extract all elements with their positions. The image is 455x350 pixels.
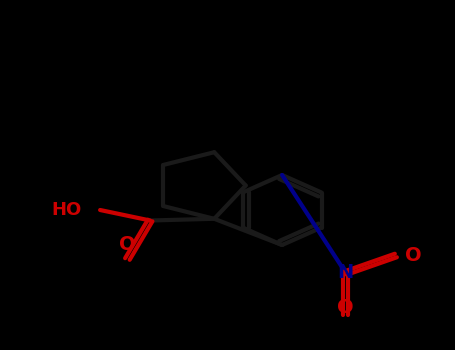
- Text: O: O: [338, 298, 354, 317]
- Text: O: O: [119, 235, 136, 254]
- Text: N: N: [338, 264, 354, 282]
- Text: O: O: [405, 246, 422, 265]
- Text: HO: HO: [52, 201, 82, 219]
